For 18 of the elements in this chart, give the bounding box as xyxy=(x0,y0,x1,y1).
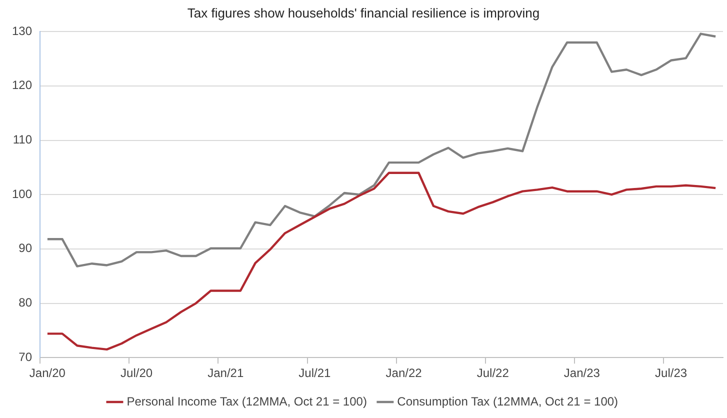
y-tick-label: 100 xyxy=(12,186,32,201)
x-tick-label: Jul/23 xyxy=(655,366,688,380)
x-tick-label: Jul/21 xyxy=(298,366,332,380)
x-tick-label: Jul/20 xyxy=(120,366,153,380)
legend-label: Consumption Tax (12MMA, Oct 21 = 100) xyxy=(397,394,618,408)
y-tick-label: 90 xyxy=(18,241,32,256)
x-tick-label: Jan/23 xyxy=(564,366,600,380)
x-tick-label: Jan/20 xyxy=(29,366,66,380)
x-tick-label: Jan/21 xyxy=(208,366,244,380)
x-tick-label: Jan/22 xyxy=(386,366,422,380)
chart-title: Tax figures show households' financial resilience is improving xyxy=(187,5,540,20)
x-tick-label: Jul/22 xyxy=(476,366,510,380)
y-tick-label: 120 xyxy=(12,78,32,92)
y-tick-label: 70 xyxy=(18,350,32,364)
y-tick-label: 110 xyxy=(12,132,32,147)
y-tick-label: 130 xyxy=(12,24,32,38)
y-tick-label: 80 xyxy=(18,296,32,310)
legend-label: Personal Income Tax (12MMA, Oct 21 = 100) xyxy=(126,394,367,408)
